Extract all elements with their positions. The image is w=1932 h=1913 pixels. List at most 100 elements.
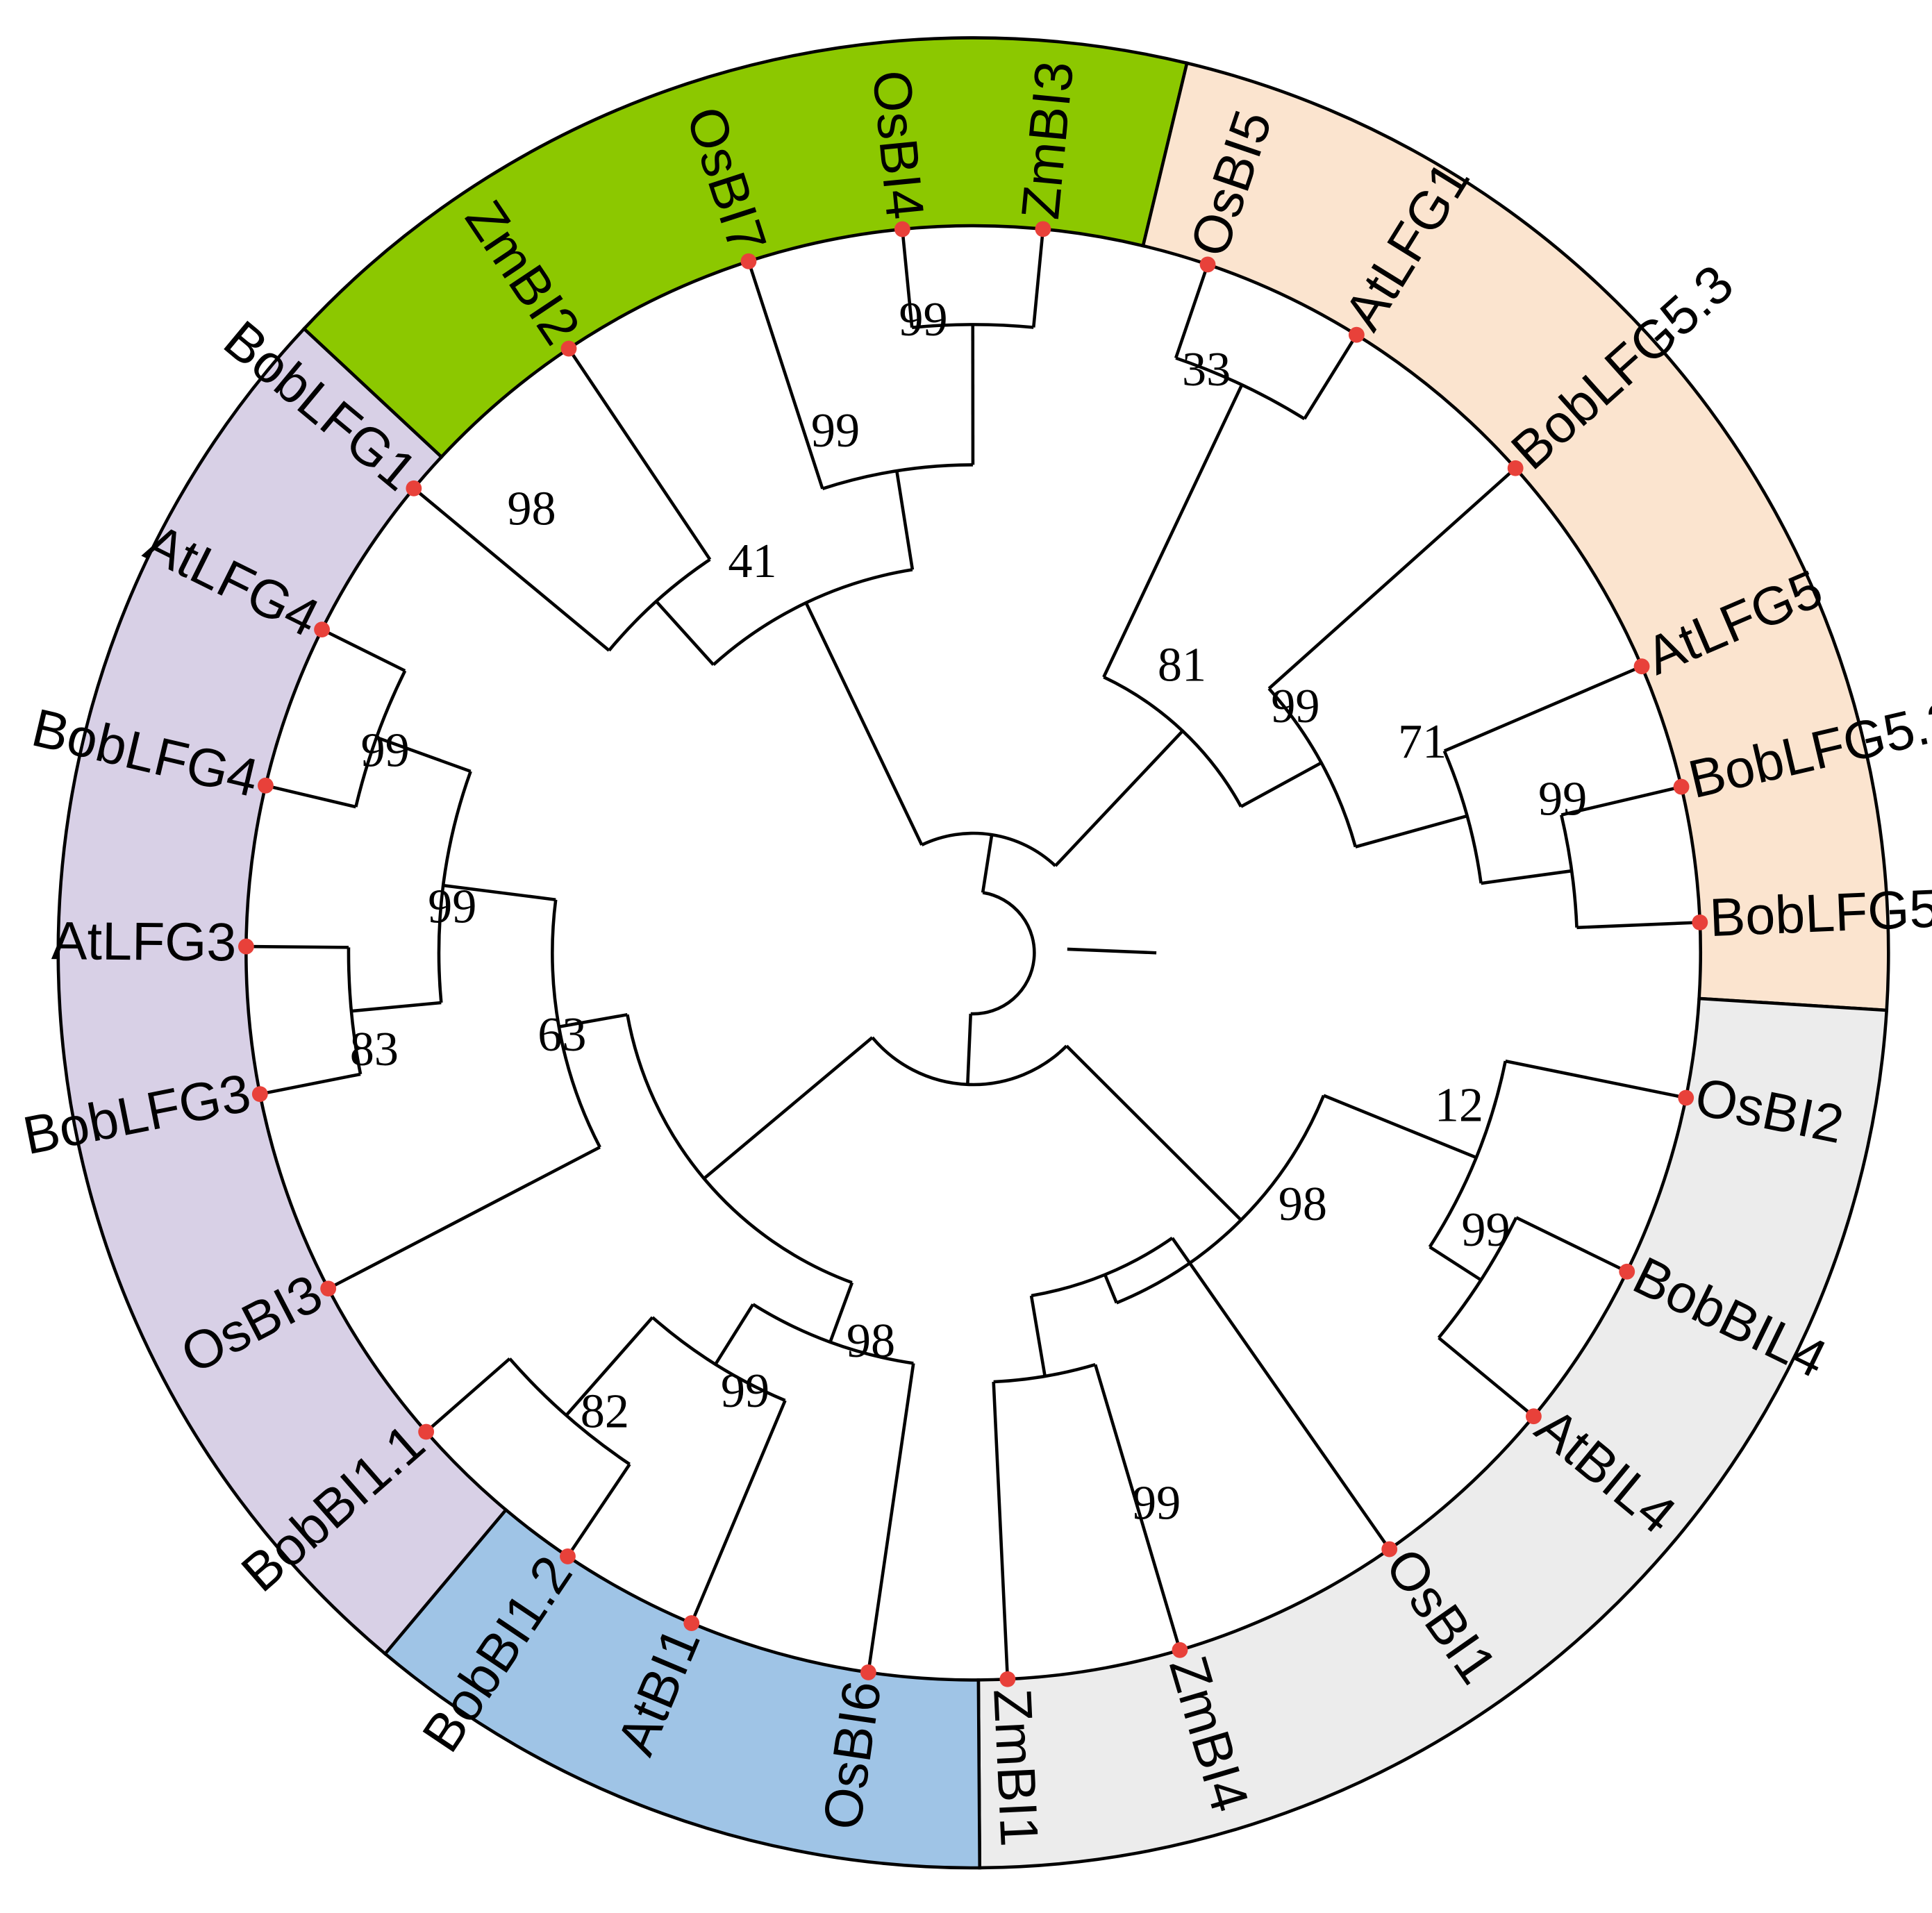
clade-sector-grey bbox=[976, 996, 1889, 1870]
branch-radial-51 bbox=[828, 1282, 854, 1343]
tip-dot-OsBI4 bbox=[894, 221, 910, 237]
branch-radial-37 bbox=[1505, 1059, 1687, 1100]
branch-radial-33 bbox=[1065, 1044, 1242, 1221]
branch-arc-12 bbox=[912, 323, 1034, 329]
bootstrap-b-at1: 99 bbox=[721, 1364, 769, 1418]
branch-radial-30 bbox=[1576, 921, 1700, 930]
bootstrap-b-zm2-bob1: 98 bbox=[507, 482, 556, 536]
branch-radial-60 bbox=[425, 1357, 511, 1433]
clade-color-ring bbox=[56, 36, 1890, 1870]
tip-dot-AtLFG5 bbox=[1633, 658, 1650, 675]
branch-arc-58 bbox=[508, 1358, 631, 1466]
tip-dot-BobLFG4 bbox=[258, 777, 274, 794]
tip-dot-OsBI6 bbox=[860, 1664, 876, 1680]
tip-dot-BobLFG1 bbox=[406, 480, 422, 496]
bootstrap-b-os7: 99 bbox=[811, 403, 860, 458]
branch-radial-24 bbox=[1355, 814, 1468, 849]
branch-radial-29 bbox=[1560, 785, 1682, 817]
branch-radial-42 bbox=[1104, 1273, 1118, 1304]
tip-dot-ZmBI4 bbox=[1172, 1641, 1188, 1658]
bootstrap-b-at5: 71 bbox=[1398, 715, 1447, 769]
bootstrap-b-98grey: 98 bbox=[1279, 1177, 1327, 1231]
leaf-label-AtLFG3: AtLFG3 bbox=[51, 911, 237, 972]
branch-radial-0 bbox=[981, 834, 994, 893]
branch-radial-8 bbox=[895, 470, 915, 570]
branch-arc-1 bbox=[921, 831, 1057, 867]
tip-dot-AtBI1 bbox=[683, 1615, 700, 1632]
branch-radial-23 bbox=[1267, 467, 1517, 690]
branch-arc-3 bbox=[712, 568, 913, 667]
leaf-label-BobLFG5.1: BobLFG5.1 bbox=[1708, 877, 1932, 948]
branch-radial-17 bbox=[1102, 384, 1244, 678]
branch-radial-56 bbox=[690, 1399, 787, 1624]
bootstrap-b-os5-at1: 33 bbox=[1182, 342, 1231, 396]
root-arc bbox=[970, 891, 1036, 1016]
branch-radial-73 bbox=[321, 628, 406, 673]
tip-markers bbox=[238, 221, 1708, 1687]
clade-sector-purple bbox=[56, 326, 508, 1656]
root-stub bbox=[1067, 947, 1157, 955]
tip-dot-AtLFG3 bbox=[238, 938, 254, 955]
tip-dot-OsBI1 bbox=[1381, 1541, 1398, 1557]
branch-radial-53 bbox=[867, 1363, 915, 1673]
leaf-label-OsBI4: OsBI4 bbox=[861, 68, 935, 222]
branch-arc-16 bbox=[1103, 676, 1243, 808]
tip-dot-BobBI1.2 bbox=[560, 1548, 576, 1564]
branch-arc-39 bbox=[1437, 1217, 1518, 1339]
branch-arc-22 bbox=[1267, 687, 1358, 848]
branch-arc-52 bbox=[752, 1303, 914, 1365]
tip-dot-OsBI5 bbox=[1199, 256, 1216, 273]
bootstrap-values: 99 99 98 41 33 81 99 71 99 99 12 99 99 98 82 99 98 83 99 63 bbox=[350, 292, 1588, 1530]
branch-radial-31 bbox=[966, 1013, 973, 1085]
branch-radial-21 bbox=[1240, 761, 1322, 808]
tip-dot-ZmBI3 bbox=[1035, 221, 1051, 237]
tip-dot-AtLFG1 bbox=[1348, 326, 1365, 343]
bootstrap-b-at4-at3: 99 bbox=[428, 879, 476, 933]
bootstrap-b-bob11-12: 82 bbox=[581, 1385, 629, 1439]
branch-radial-44 bbox=[1171, 1237, 1391, 1551]
branch-arc-5 bbox=[608, 558, 711, 652]
branch-radial-6 bbox=[567, 347, 712, 561]
branch-arc-34 bbox=[1115, 1094, 1326, 1305]
branch-radial-38 bbox=[1429, 1245, 1482, 1282]
bootstrap-b-green: 41 bbox=[728, 534, 776, 588]
tip-dot-BobLFG3 bbox=[251, 1086, 268, 1103]
branch-arc-67 bbox=[347, 947, 363, 1075]
branch-arc-25 bbox=[1442, 750, 1483, 884]
branch-radial-2 bbox=[804, 602, 924, 846]
branch-radial-64 bbox=[442, 883, 556, 901]
bootstrap-b-zm4-zm1: 99 bbox=[1132, 1476, 1181, 1530]
bootstrap-b-5.3: 99 bbox=[1271, 679, 1319, 733]
branch-radial-13 bbox=[1031, 228, 1045, 328]
branch-arc-18 bbox=[1175, 356, 1306, 421]
bootstrap-b-at3-bob3: 83 bbox=[350, 1022, 399, 1076]
bootstrap-b-81: 81 bbox=[1158, 637, 1206, 692]
tree-branches bbox=[246, 228, 1700, 1680]
tip-dot-BobLFG5.2 bbox=[1673, 778, 1690, 795]
tip-dot-OsBI7 bbox=[740, 253, 757, 269]
branch-radial-41 bbox=[1438, 1336, 1535, 1418]
branch-radial-66 bbox=[351, 1001, 442, 1013]
branch-radial-27 bbox=[1481, 869, 1572, 885]
branch-radial-7 bbox=[413, 487, 610, 652]
branch-arc-50 bbox=[626, 1014, 853, 1285]
tip-dot-BobLFG5.1 bbox=[1692, 914, 1708, 930]
bootstrap-b-bob4-at4: 99 bbox=[361, 723, 410, 777]
bootstrap-b-5.2-5.1: 99 bbox=[1538, 772, 1587, 826]
branch-radial-26 bbox=[1443, 665, 1642, 753]
branch-arc-46 bbox=[993, 1363, 1096, 1384]
branch-radial-20 bbox=[1303, 334, 1358, 420]
tip-dot-BobBIL4 bbox=[1619, 1263, 1635, 1280]
bootstrap-b-63: 63 bbox=[538, 1008, 586, 1062]
tip-dot-AtBIL4 bbox=[1525, 1408, 1542, 1425]
branch-radial-15 bbox=[1054, 730, 1184, 867]
branch-radial-70 bbox=[376, 735, 472, 774]
branch-radial-48 bbox=[992, 1381, 1010, 1680]
branch-radial-49 bbox=[703, 1036, 874, 1180]
branch-radial-72 bbox=[265, 784, 356, 809]
tip-dot-ZmBI2 bbox=[560, 340, 577, 357]
branch-radial-69 bbox=[246, 944, 349, 949]
tip-dot-ZmBI1 bbox=[999, 1671, 1016, 1687]
branch-radial-54 bbox=[714, 1303, 755, 1365]
bootstrap-b-os2: 12 bbox=[1435, 1078, 1483, 1133]
